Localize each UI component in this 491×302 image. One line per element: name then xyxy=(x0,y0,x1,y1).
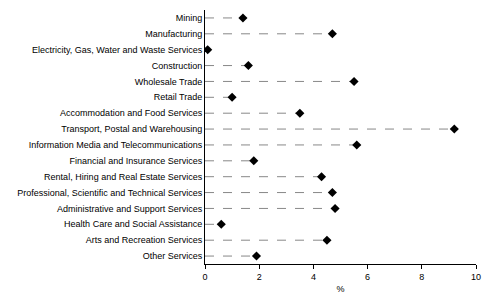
svg-text:Retail Trade: Retail Trade xyxy=(154,92,203,102)
svg-text:6: 6 xyxy=(365,272,370,282)
svg-text:Wholesale Trade: Wholesale Trade xyxy=(135,77,203,87)
svg-text:Accommodation and Food Service: Accommodation and Food Services xyxy=(60,108,203,118)
svg-text:Construction: Construction xyxy=(152,61,203,71)
svg-text:%: % xyxy=(336,284,344,294)
svg-text:Manufacturing: Manufacturing xyxy=(145,29,202,39)
svg-text:Information Media and Telecomm: Information Media and Telecommunications xyxy=(29,140,203,150)
svg-text:Health Care and Social Assista: Health Care and Social Assistance xyxy=(64,219,202,229)
svg-text:4: 4 xyxy=(311,272,316,282)
svg-text:2: 2 xyxy=(257,272,262,282)
svg-text:Professional, Scientific and T: Professional, Scientific and Technical S… xyxy=(17,188,202,198)
svg-text:Electricity, Gas, Water and Wa: Electricity, Gas, Water and Waste Servic… xyxy=(32,45,203,55)
svg-text:8: 8 xyxy=(419,272,424,282)
svg-text:Other Services: Other Services xyxy=(143,251,203,261)
svg-text:Financial and Insurance Servic: Financial and Insurance Services xyxy=(70,156,203,166)
svg-text:Arts and Recreation Services: Arts and Recreation Services xyxy=(86,235,203,245)
svg-text:Transport, Postal and Warehous: Transport, Postal and Warehousing xyxy=(61,124,202,134)
svg-text:10: 10 xyxy=(471,272,481,282)
svg-text:0: 0 xyxy=(202,272,207,282)
svg-text:Administrative and Support Ser: Administrative and Support Services xyxy=(57,204,203,214)
svg-text:Mining: Mining xyxy=(176,13,203,23)
svg-text:Rental, Hiring and Real Estate: Rental, Hiring and Real Estate Services xyxy=(44,172,203,182)
